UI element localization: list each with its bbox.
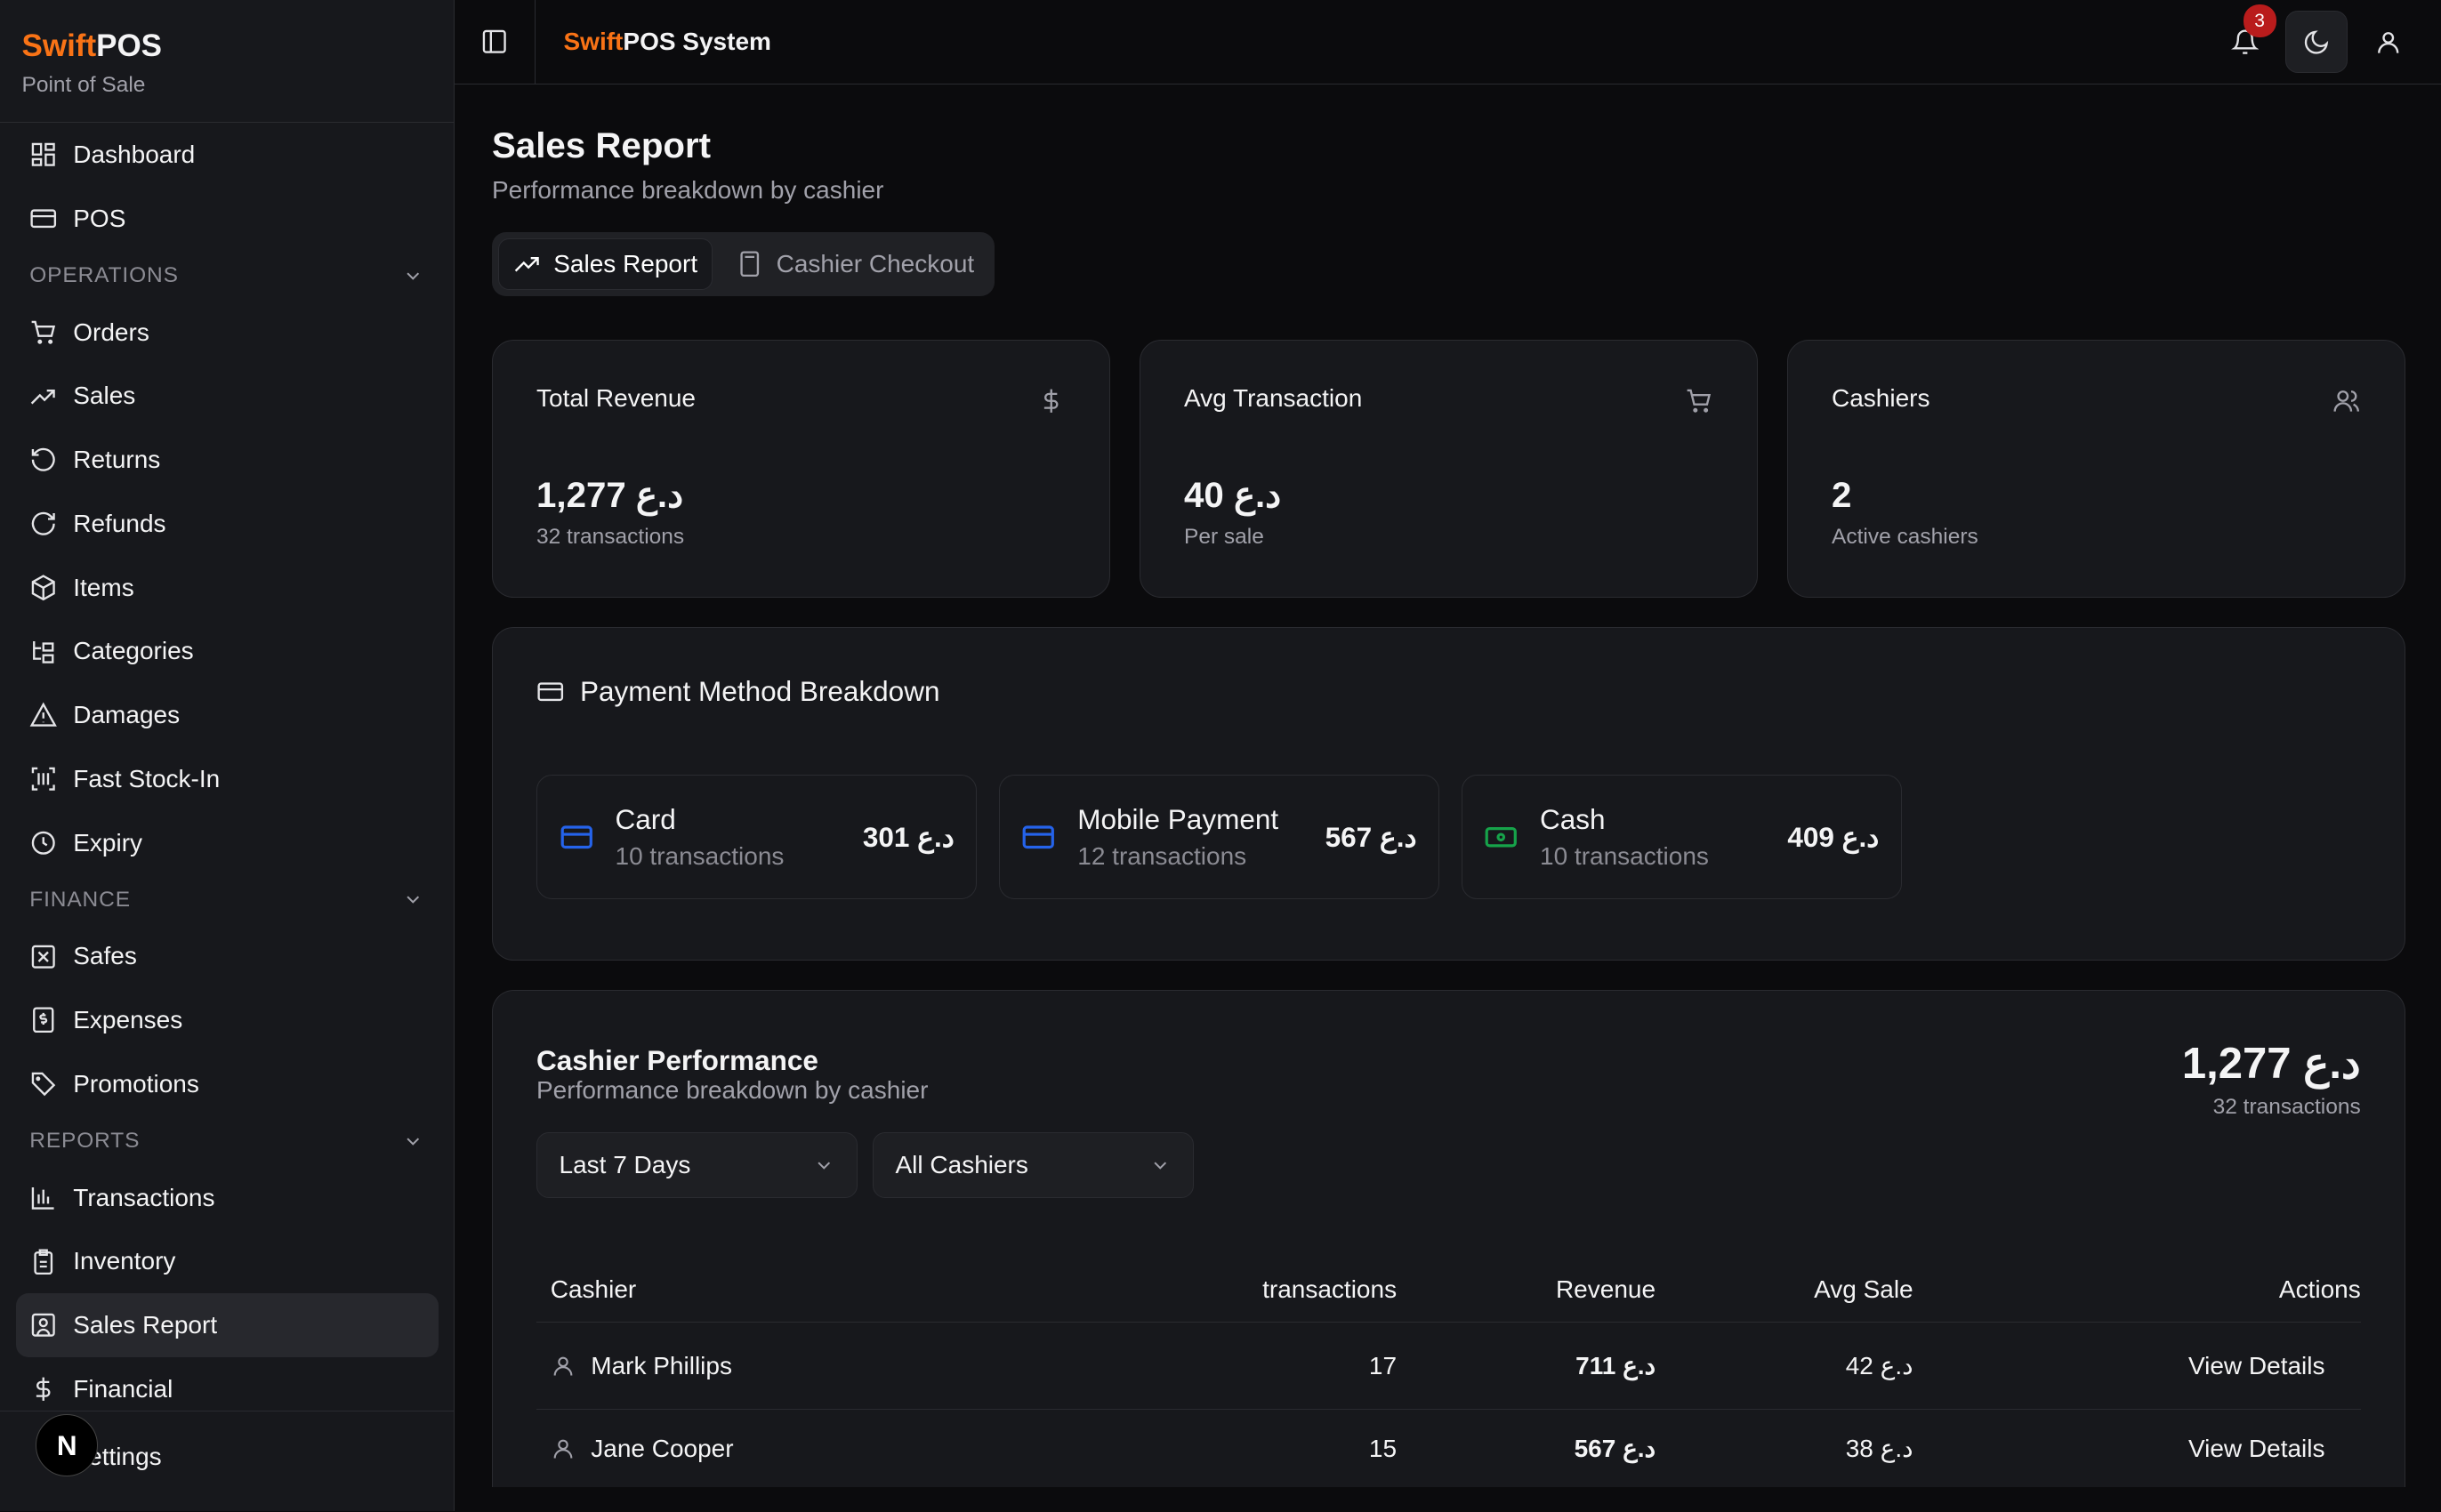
logo: SwiftPOS [21,28,163,63]
page-subtitle: Performance breakdown by cashier [492,175,884,204]
warning-icon [29,702,58,728]
dollar-icon [1044,389,1059,413]
moon-icon [2305,29,2329,54]
sidebar-item-inventory[interactable]: Inventory [16,1230,439,1294]
top-bar: SwiftPOS System 3 [455,0,2441,84]
users-icon [2333,390,2360,412]
calculator-icon [740,251,760,277]
notifications-button[interactable]: 3 [2214,4,2276,73]
sidebar-item-transactions[interactable]: Transactions [16,1166,439,1230]
sidebar-nav: Dashboard POS OPERATIONS Orders Sales Re… [0,123,454,1421]
sidebar-item-dashboard[interactable]: Dashboard [16,123,439,187]
sidebar-item-refunds[interactable]: Refunds [16,492,439,556]
barcode-scan-icon [32,767,55,791]
period-select[interactable]: Last 7 Days [536,1132,858,1198]
sidebar-item-settings[interactable]: Settings N [0,1410,454,1512]
tab-cashier-checkout[interactable]: Cashier Checkout [721,238,988,290]
trending-up-icon [514,256,539,272]
main: SwiftPOS System 3 Sales Report Performan… [455,0,2441,1511]
cart-icon [31,320,56,344]
chevron-down-icon [407,1137,420,1146]
brand: SwiftPOS Point of Sale [0,0,454,124]
sidebar-item-safes[interactable]: Safes [16,925,439,989]
stat-cashiers: Cashiers 2 Active cashiers [1787,339,2405,598]
user-menu-button[interactable] [2357,11,2420,73]
cart-icon [1687,389,1712,413]
cashier-performance: Cashier Performance Performance breakdow… [492,990,2405,1488]
chevron-down-icon [1153,1162,1166,1170]
brand-subtitle: Point of Sale [21,73,146,97]
payment-method-breakdown: Payment Method Breakdown Card 10 transact… [492,627,2405,961]
app-title: SwiftPOS System [563,27,771,55]
sidebar-item-returns[interactable]: Returns [16,428,439,492]
sidebar-item-financial[interactable]: Financial [16,1357,439,1421]
credit-card-icon [1022,825,1055,848]
sidebar-item-expenses[interactable]: Expenses [16,988,439,1052]
sidebar-toggle-button[interactable] [455,0,536,84]
sidebar-item-pos[interactable]: POS [16,187,439,251]
bar-chart-icon [32,1186,54,1210]
section-reports[interactable]: REPORTS [16,1116,439,1166]
stat-avg-transaction: Avg Transaction 40 د.ع Per sale [1140,339,1758,598]
tag-icon [32,1072,56,1097]
refresh-icon [32,511,55,535]
user-icon [553,1356,573,1376]
user-icon [2377,31,2399,53]
total-revenue: 1,277 د.ع [2181,1039,2361,1088]
notification-badge: 3 [2243,4,2276,37]
dollar-icon [36,1377,51,1401]
safe-icon [32,945,55,969]
view-details-button[interactable]: View Details [2187,1434,2325,1462]
avatar[interactable]: N [36,1414,99,1476]
table-row: Mark Phillips 17 711 د.ع 42 د.ع View Det… [536,1322,2361,1411]
panel-left-icon [483,29,506,53]
cashier-table: Cashier transactions Revenue Avg Sale Ac… [536,1257,2361,1487]
undo-icon [32,448,55,472]
user-icon [553,1439,573,1459]
receipt-icon [33,1007,54,1033]
clipboard-icon [34,1249,53,1275]
folder-tree-icon [33,640,54,664]
theme-toggle-button[interactable] [2285,11,2348,74]
dashboard-icon [32,143,55,167]
bell-icon [2230,29,2260,54]
section-finance[interactable]: FINANCE [16,875,439,925]
banknote-icon [1485,826,1517,848]
sidebar-item-fast-stock-in[interactable]: Fast Stock-In [16,747,439,811]
sidebar-item-items[interactable]: Items [16,556,439,620]
chevron-down-icon [407,271,420,280]
payment-card: Card 10 transactions 301 د.ع [536,775,978,899]
chevron-down-icon [407,896,420,905]
trending-up-icon [31,389,55,405]
sidebar-item-promotions[interactable]: Promotions [16,1052,439,1116]
stat-total-revenue: Total Revenue 1,277 د.ع 32 transactions [492,339,1110,598]
payment-mobile: Mobile Payment 12 transactions 567 د.ع [998,775,1439,899]
sidebar-item-sales[interactable]: Sales [16,365,439,429]
tab-sales-report[interactable]: Sales Report [498,237,713,290]
payment-cash: Cash 10 transactions 409 د.ع [1461,775,1902,899]
credit-card-icon [30,209,57,229]
sidebar-item-categories[interactable]: Categories [16,620,439,684]
sidebar: SwiftPOS Point of Sale Dashboard POS OPE… [0,0,455,1512]
credit-card-icon [537,681,564,701]
section-operations[interactable]: OPERATIONS [16,251,439,301]
user-square-icon [32,1314,55,1338]
sidebar-item-expiry[interactable]: Expiry [16,811,439,875]
chevron-down-icon [817,1162,830,1170]
credit-card-icon [560,825,592,848]
view-details-button[interactable]: View Details [1913,1322,2361,1411]
sidebar-item-damages[interactable]: Damages [16,683,439,747]
page-title: Sales Report [492,125,712,165]
table-row: Jane Cooper 15 567 د.ع 38 د.ع View Detai… [536,1410,2361,1488]
package-icon [32,575,55,601]
tabs: Sales Report Cashier Checkout [492,231,995,296]
sidebar-item-sales-report[interactable]: Sales Report [15,1293,439,1357]
clock-icon [32,831,55,855]
sidebar-item-orders[interactable]: Orders [16,301,439,365]
cashier-select[interactable]: All Cashiers [873,1132,1194,1198]
